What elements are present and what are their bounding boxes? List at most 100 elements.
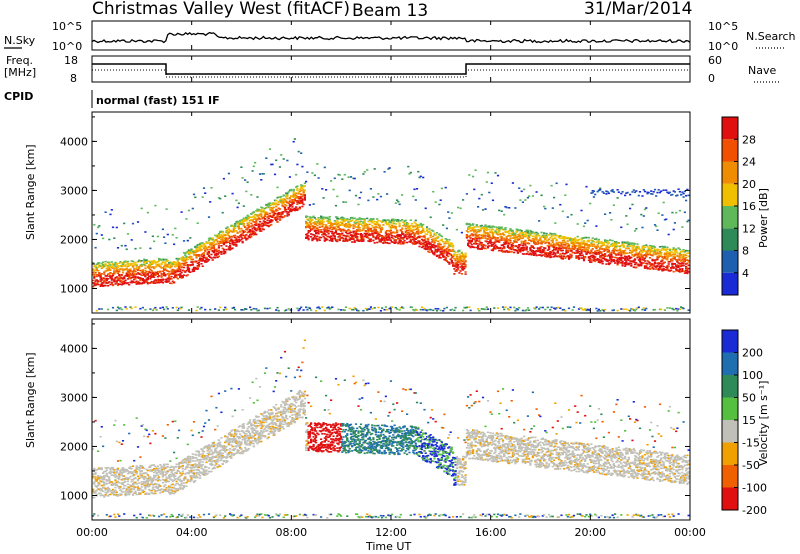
freq-left-tick-bottom: 8 <box>70 72 77 85</box>
range-cell <box>574 252 577 254</box>
range-cell <box>343 309 346 312</box>
range-cell <box>278 218 282 221</box>
range-cell <box>93 274 96 277</box>
range-cell <box>415 224 419 226</box>
range-cell <box>249 306 252 309</box>
range-cell <box>305 180 308 183</box>
range-cell <box>187 309 191 311</box>
range-cell <box>472 226 475 229</box>
range-cell <box>268 208 272 211</box>
range-cell <box>327 306 330 309</box>
range-cell <box>317 232 320 235</box>
range-cell <box>576 235 579 238</box>
range-cell <box>199 308 202 310</box>
range-cell <box>100 283 103 285</box>
range-cell <box>397 200 400 203</box>
range-cell <box>184 262 187 264</box>
range-cell <box>312 234 315 236</box>
range-cell <box>381 238 384 240</box>
range-cell <box>357 229 360 232</box>
range-cell <box>220 245 223 247</box>
range-cell <box>252 221 255 223</box>
range-cell <box>571 309 574 311</box>
range-cell <box>630 262 633 265</box>
range-cell <box>305 216 308 218</box>
range-cell <box>179 268 182 271</box>
range-cell <box>437 250 440 252</box>
range-cell <box>160 275 163 277</box>
range-cell <box>337 233 340 235</box>
range-cell <box>586 240 589 242</box>
range-cell <box>300 195 303 198</box>
range-cell <box>196 306 199 308</box>
range-cell <box>358 227 361 229</box>
range-cell <box>363 225 366 227</box>
range-cell <box>409 171 412 174</box>
range-cell <box>519 199 522 201</box>
range-cell <box>326 235 329 238</box>
range-cell <box>474 226 477 228</box>
range-cell <box>353 225 356 227</box>
range-cell <box>443 248 446 251</box>
range-cell <box>232 241 235 244</box>
range-cell <box>164 278 167 281</box>
range-cell <box>580 237 583 240</box>
range-cell <box>321 225 324 228</box>
range-cell <box>285 204 288 207</box>
range-cell <box>265 204 268 206</box>
range-cell <box>437 245 440 248</box>
range-cell <box>358 217 361 219</box>
range-cell <box>640 249 643 252</box>
range-cell <box>146 282 149 285</box>
range-cell <box>432 309 435 312</box>
range-cell <box>246 214 249 217</box>
range-cell <box>254 227 257 229</box>
range-cell <box>415 237 419 239</box>
range-cell <box>463 258 466 260</box>
range-cell <box>440 247 443 249</box>
range-cell <box>178 267 181 270</box>
range-cell <box>99 280 102 282</box>
range-cell <box>449 253 452 256</box>
range-cell <box>434 239 437 241</box>
range-cell <box>412 231 415 234</box>
range-cell <box>197 243 201 246</box>
range-cell <box>200 260 203 262</box>
range-cell <box>260 225 263 228</box>
range-cell <box>510 245 513 247</box>
range-cell <box>498 239 501 241</box>
range-cell <box>176 268 179 270</box>
range-cell <box>159 271 162 273</box>
range-cell <box>467 235 470 238</box>
range-cell <box>342 228 345 231</box>
range-cell <box>161 258 164 261</box>
range-cell <box>98 272 101 274</box>
range-cell <box>175 276 178 278</box>
range-cell <box>459 258 462 261</box>
range-cell <box>486 235 490 238</box>
range-cell <box>381 236 384 239</box>
range-cell <box>428 251 431 254</box>
range-cell <box>409 236 412 238</box>
range-cell <box>266 206 269 209</box>
range-cell <box>540 255 543 257</box>
range-cell <box>307 238 310 241</box>
range-cell <box>374 223 377 226</box>
range-cell <box>98 273 101 276</box>
range-cell <box>454 258 457 261</box>
range-cell <box>246 217 249 220</box>
range-cell <box>458 253 461 256</box>
range-cell <box>445 227 448 230</box>
range-cell <box>136 269 140 271</box>
range-cell <box>629 242 632 245</box>
range-cell <box>560 245 563 247</box>
range-cell <box>260 206 263 209</box>
range-cell <box>334 216 338 218</box>
range-cell <box>636 307 639 309</box>
range-cell <box>194 268 197 270</box>
range-cell <box>297 191 300 193</box>
range-cell <box>457 250 460 253</box>
range-cell <box>301 201 304 204</box>
range-cell <box>217 309 220 311</box>
range-cell <box>129 268 132 270</box>
